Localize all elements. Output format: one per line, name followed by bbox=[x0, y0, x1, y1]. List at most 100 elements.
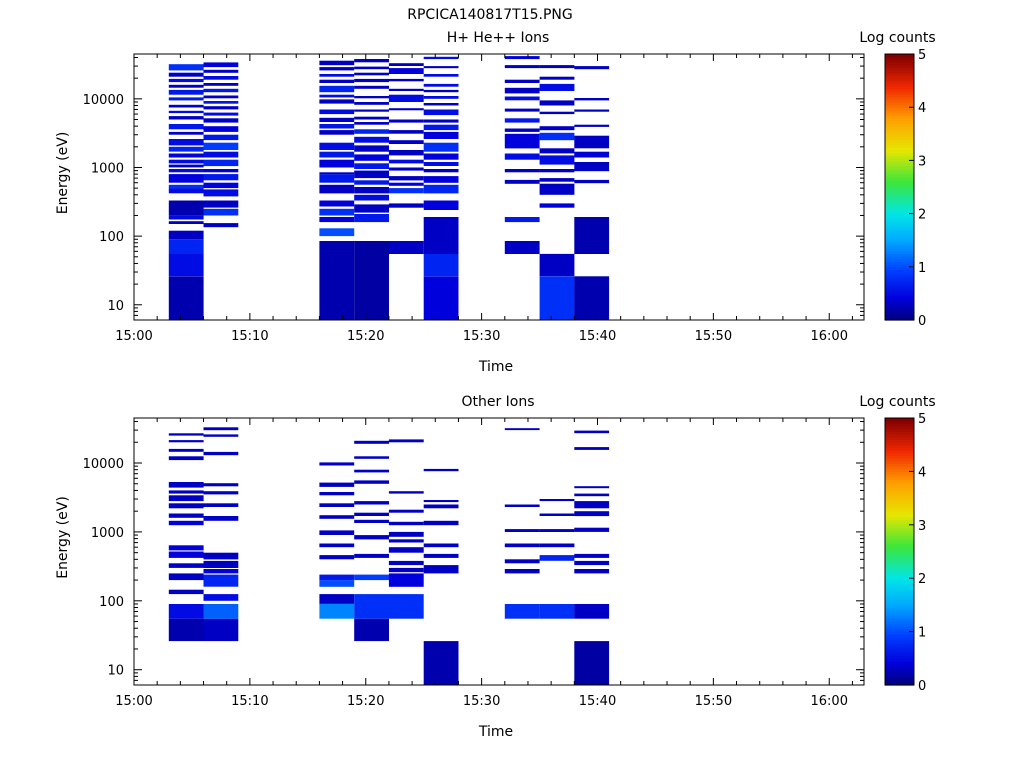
colorbar-swatch bbox=[885, 101, 914, 106]
heatmap-cell bbox=[504, 118, 540, 123]
colorbar-swatch bbox=[885, 674, 914, 678]
heatmap-cell bbox=[388, 140, 424, 144]
heatmap-cell bbox=[388, 547, 424, 553]
colorbar-swatch bbox=[885, 548, 914, 553]
heatmap-cell bbox=[168, 188, 204, 194]
heatmap-cell bbox=[203, 106, 239, 110]
heatmap-cell bbox=[354, 553, 389, 558]
heatmap-cell bbox=[168, 482, 204, 488]
y-tick-label: 10 bbox=[107, 664, 124, 679]
heatmap-cell bbox=[354, 594, 389, 619]
heatmap-cell bbox=[354, 116, 389, 120]
heatmap-cell bbox=[319, 142, 355, 150]
heatmap-cell bbox=[504, 96, 540, 101]
heatmap-cell bbox=[388, 567, 424, 573]
colorbar-swatch bbox=[885, 671, 914, 675]
colorbar-swatch bbox=[885, 519, 914, 523]
heatmap-cell bbox=[504, 65, 540, 69]
heatmap-cell bbox=[574, 553, 610, 558]
colorbar-swatch bbox=[885, 171, 914, 175]
heatmap-cell bbox=[319, 492, 355, 496]
colorbar-swatch bbox=[885, 634, 914, 638]
heatmap-cell bbox=[388, 573, 424, 587]
colorbar-swatch bbox=[885, 248, 914, 252]
x-tick-label: 16:00 bbox=[811, 329, 848, 344]
figure-title: RPCICA140817T15.PNG bbox=[407, 7, 572, 23]
heatmap-cell bbox=[168, 159, 204, 164]
heatmap-cell bbox=[574, 641, 610, 685]
heatmap-cell bbox=[388, 439, 424, 443]
heatmap-cell bbox=[319, 228, 355, 237]
heatmap-cell bbox=[388, 167, 424, 171]
colorbar-tick-label: 5 bbox=[918, 412, 926, 427]
colorbar-swatch bbox=[885, 306, 914, 310]
colorbar-swatch bbox=[885, 237, 914, 241]
heatmap-cell bbox=[319, 159, 355, 168]
heatmap-cell bbox=[319, 200, 355, 207]
colorbar-swatch bbox=[885, 636, 914, 641]
colorbar-swatch bbox=[885, 274, 914, 279]
heatmap-cell bbox=[168, 110, 204, 114]
heatmap-cell bbox=[388, 108, 424, 111]
heatmap-cell bbox=[168, 433, 204, 436]
colorbar-swatch bbox=[885, 420, 914, 424]
colorbar-swatch bbox=[885, 304, 914, 308]
heatmap-cell bbox=[319, 574, 355, 581]
heatmap-cell bbox=[539, 132, 575, 141]
heatmap-cell bbox=[168, 78, 204, 83]
heatmap-cell bbox=[539, 604, 575, 619]
x-tick-label: 15:20 bbox=[347, 329, 384, 344]
heatmap-cell bbox=[354, 122, 389, 125]
heatmap-cell bbox=[354, 129, 389, 134]
heatmap-cell bbox=[168, 573, 204, 581]
heatmap-cell bbox=[423, 553, 459, 558]
heatmap-cell bbox=[203, 182, 239, 189]
heatmap-cell bbox=[354, 78, 389, 83]
x-tick-label: 15:00 bbox=[115, 694, 152, 709]
heatmap-cell bbox=[574, 151, 610, 158]
heatmap-cell bbox=[423, 103, 459, 106]
heatmap-cell bbox=[168, 563, 204, 568]
colorbar-swatch bbox=[885, 492, 914, 497]
colorbar-swatch bbox=[885, 261, 914, 265]
heatmap-cell bbox=[539, 513, 575, 516]
y-tick-label: 100 bbox=[99, 230, 124, 245]
heatmap-cell bbox=[203, 76, 239, 80]
colorbar-swatch bbox=[885, 83, 914, 87]
heatmap-cell bbox=[388, 176, 424, 181]
colorbar-swatch bbox=[885, 155, 914, 159]
colorbar-swatch bbox=[885, 176, 914, 180]
colorbar-swatch bbox=[885, 218, 914, 223]
colorbar-swatch bbox=[885, 676, 914, 681]
colorbar-tick-label: 5 bbox=[918, 48, 926, 63]
colorbar-swatch bbox=[885, 277, 914, 281]
heatmap-cell bbox=[423, 500, 459, 503]
colorbar-swatch bbox=[885, 466, 914, 470]
x-tick-label: 15:40 bbox=[579, 329, 616, 344]
x-tick-label: 15:50 bbox=[695, 329, 732, 344]
colorbar-swatch bbox=[885, 85, 914, 90]
heatmap-cell bbox=[168, 520, 204, 526]
heatmap-cell bbox=[168, 221, 204, 224]
heatmap-cell bbox=[354, 204, 389, 213]
heatmap-cell bbox=[354, 618, 389, 642]
colorbar-swatch bbox=[885, 508, 914, 513]
colorbar-swatch bbox=[885, 439, 914, 443]
colorbar-swatch bbox=[885, 559, 914, 563]
colorbar-swatch bbox=[885, 524, 914, 529]
heatmap-cell bbox=[539, 169, 575, 173]
heatmap-cell bbox=[168, 200, 204, 216]
heatmap-cell bbox=[423, 504, 459, 509]
colorbar-swatch bbox=[885, 147, 914, 151]
colorbar-swatch bbox=[885, 117, 914, 122]
heatmap-cell bbox=[423, 276, 459, 320]
heatmap-cell bbox=[354, 72, 389, 76]
colorbar-swatch bbox=[885, 115, 914, 119]
colorbar-swatch bbox=[885, 479, 914, 483]
heatmap-cell bbox=[203, 142, 239, 150]
heatmap-cell bbox=[354, 59, 389, 63]
heatmap-cell bbox=[354, 214, 389, 223]
heatmap-cell bbox=[319, 67, 355, 71]
heatmap-cell bbox=[168, 495, 204, 502]
heatmap-cell bbox=[319, 117, 355, 122]
